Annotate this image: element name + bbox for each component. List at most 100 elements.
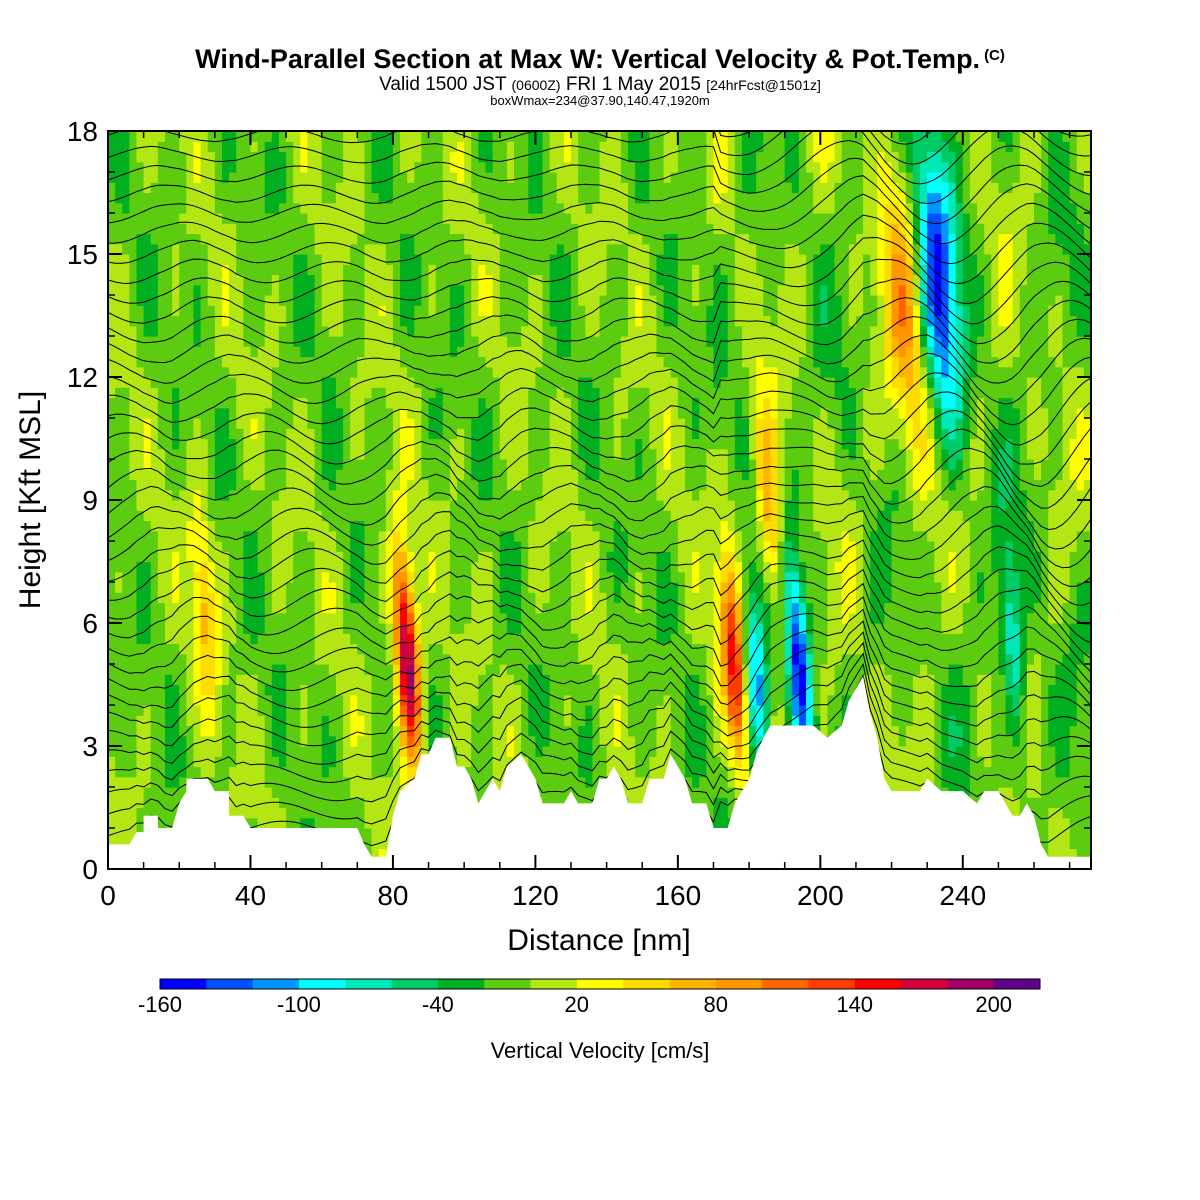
field-cell <box>271 274 280 286</box>
field-cell <box>122 694 130 706</box>
field-cell <box>164 807 173 819</box>
field-cell <box>385 520 394 532</box>
field-cell <box>371 407 380 419</box>
field-cell <box>250 797 259 809</box>
field-cell <box>214 336 223 347</box>
field-cell <box>556 469 565 481</box>
field-cell <box>442 182 451 194</box>
field-cell <box>578 418 586 429</box>
field-cell <box>435 520 444 532</box>
field-cell <box>485 582 494 593</box>
field-cell <box>585 469 593 481</box>
field-cell <box>157 551 166 563</box>
field-cell <box>364 674 373 686</box>
field-cell <box>478 602 487 614</box>
field-cell <box>478 428 487 440</box>
field-cell <box>164 438 173 450</box>
field-cell <box>578 141 586 153</box>
field-cell <box>157 705 166 716</box>
field-cell <box>435 182 444 194</box>
field-cell <box>578 459 586 470</box>
field-cell <box>378 848 387 860</box>
field-cell <box>578 592 586 604</box>
field-cell <box>179 366 187 378</box>
field-cell <box>364 295 373 306</box>
field-cell <box>478 295 487 306</box>
field-cell <box>449 233 458 245</box>
field-cell <box>464 715 472 727</box>
field-cell <box>335 141 344 153</box>
field-cell <box>321 161 330 173</box>
field-cell <box>221 448 230 460</box>
field-cell <box>257 336 266 347</box>
field-cell <box>471 694 479 706</box>
field-cell <box>229 428 237 440</box>
field-cell <box>321 459 330 470</box>
field-cell <box>179 705 187 716</box>
field-cell <box>457 469 465 481</box>
field-cell <box>528 705 536 716</box>
field-cell <box>378 582 387 593</box>
field-cell <box>229 161 237 173</box>
field-cell <box>286 592 294 604</box>
field-cell <box>129 407 138 419</box>
field-cell <box>300 500 309 511</box>
field-cell <box>286 346 294 358</box>
field-cell <box>193 746 202 757</box>
field-cell <box>257 141 266 153</box>
field-cell <box>392 377 401 388</box>
field-cell <box>442 254 451 265</box>
field-cell <box>578 428 586 440</box>
field-cell <box>407 233 415 245</box>
field-cell <box>214 582 223 593</box>
field-cell <box>414 694 423 706</box>
field-cell <box>278 776 287 788</box>
field-cell <box>400 397 408 409</box>
field-cell <box>108 161 116 173</box>
field-cell <box>193 582 202 593</box>
field-cell <box>221 172 230 183</box>
field-cell <box>257 643 266 655</box>
field-cell <box>293 500 301 511</box>
field-cell <box>563 582 572 593</box>
field-cell <box>578 479 586 491</box>
field-cell <box>578 356 586 368</box>
field-cell <box>549 284 558 296</box>
field-cell <box>421 489 430 501</box>
field-cell <box>421 346 430 358</box>
field-cell <box>556 541 565 552</box>
field-cell <box>343 807 351 819</box>
field-cell <box>371 520 380 532</box>
field-cell <box>321 582 330 593</box>
field-cell <box>129 192 138 204</box>
field-cell <box>514 510 522 522</box>
field-cell <box>421 746 430 757</box>
field-cell <box>136 243 145 255</box>
field-cell <box>221 141 230 153</box>
field-cell <box>136 561 145 573</box>
field-cell <box>115 274 123 286</box>
field-cell <box>300 510 309 522</box>
field-cell <box>243 192 252 204</box>
field-cell <box>592 305 601 317</box>
field-cell <box>464 233 472 245</box>
field-cell <box>250 254 259 265</box>
field-cell <box>136 643 145 655</box>
field-cell <box>193 131 202 142</box>
field-cell <box>592 715 601 727</box>
field-cell <box>200 623 209 634</box>
field-cell <box>193 694 202 706</box>
field-cell <box>321 684 330 696</box>
field-cell <box>478 725 487 737</box>
field-cell <box>115 735 123 747</box>
field-cell <box>357 151 366 163</box>
field-cell <box>293 582 301 593</box>
field-cell <box>585 735 593 747</box>
field-cell <box>164 551 173 563</box>
field-cell <box>421 336 430 347</box>
field-cell <box>115 817 123 829</box>
field-cell <box>286 161 294 173</box>
field-cell <box>286 807 294 819</box>
field-cell <box>556 428 565 440</box>
field-cell <box>157 448 166 460</box>
